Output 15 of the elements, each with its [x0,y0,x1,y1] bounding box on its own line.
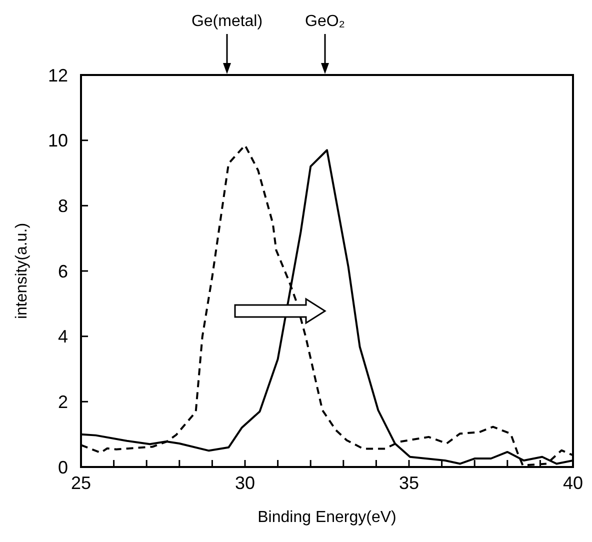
y-axis-title: intensity(a.u.) [14,222,31,320]
x-tick-label: 35 [398,472,420,493]
text: Ge(metal) [191,13,263,30]
text: GeO₂ [305,13,345,30]
y-tick-label: 12 [48,65,68,86]
y-tick-label: 0 [58,457,68,478]
y-tick-label: 10 [48,130,68,151]
x-axis-title: Binding Energy(eV) [258,509,396,526]
y-tick-label: 2 [58,392,68,412]
x-tick-label: 30 [234,472,256,493]
x-tick-label: 25 [70,472,92,493]
y-tick-label: 4 [58,326,68,347]
y-tick-label: 8 [58,196,68,216]
x-tick-label: 40 [562,472,584,493]
y-tick-label: 6 [58,261,68,282]
